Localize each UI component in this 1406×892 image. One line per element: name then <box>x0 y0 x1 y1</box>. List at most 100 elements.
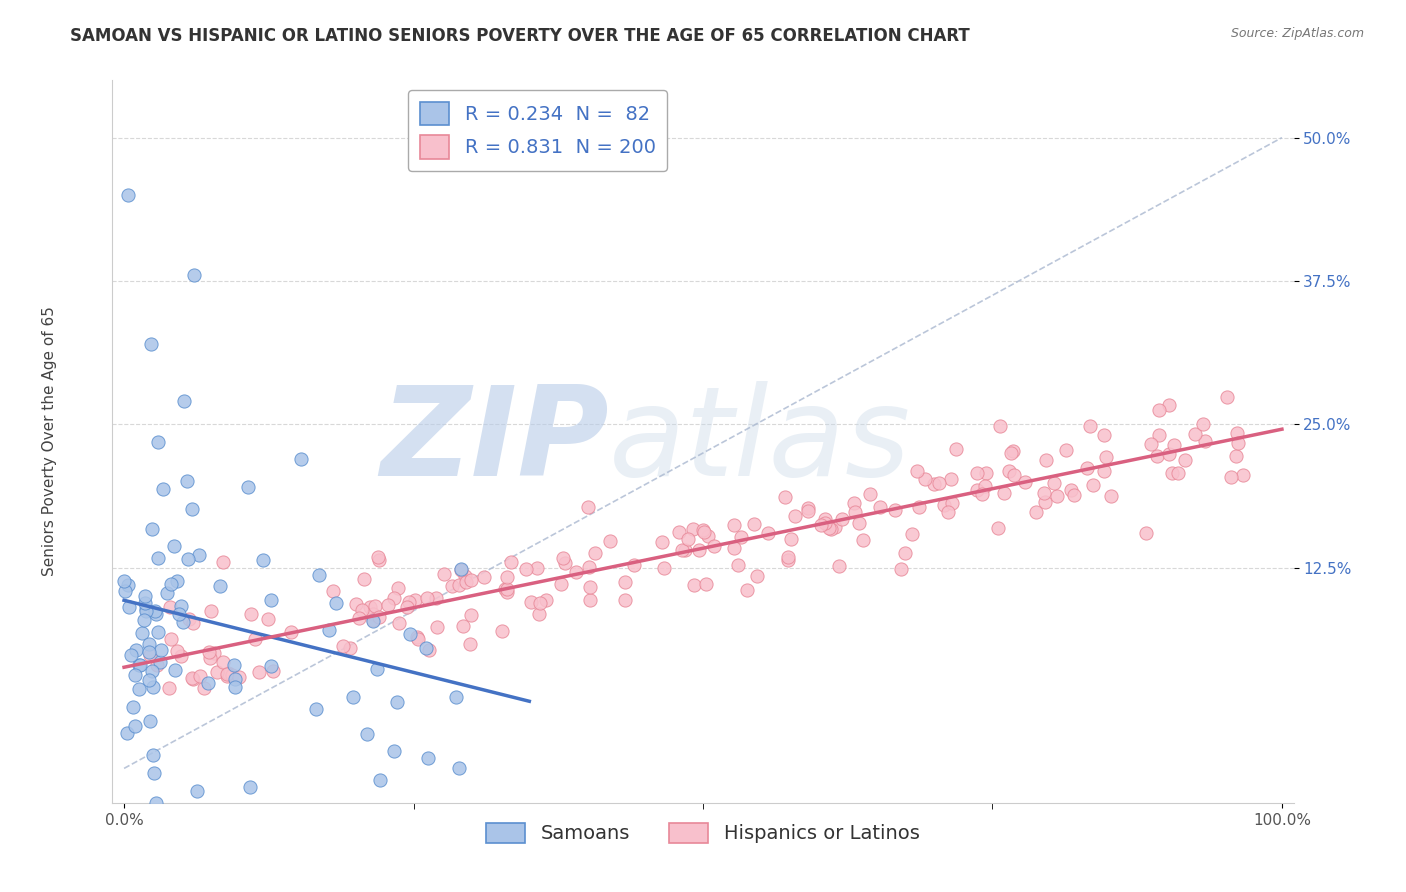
Point <box>208 579 231 593</box>
Point <box>730 530 752 544</box>
Point <box>534 592 557 607</box>
Point <box>579 593 602 607</box>
Point <box>165 663 187 677</box>
Point <box>599 534 621 549</box>
Point <box>361 614 384 628</box>
Point <box>1025 505 1047 519</box>
Point <box>1167 466 1189 480</box>
Point <box>651 534 673 549</box>
Point <box>613 574 636 589</box>
Point <box>198 645 221 659</box>
Point <box>366 661 388 675</box>
Point <box>145 607 167 622</box>
Point <box>472 570 495 584</box>
Point <box>1140 437 1163 451</box>
Point <box>1163 438 1185 452</box>
Point <box>382 591 405 606</box>
Point <box>973 478 995 492</box>
Point <box>818 521 841 535</box>
Point <box>349 611 371 625</box>
Point <box>550 577 572 591</box>
Point <box>496 584 519 599</box>
Point <box>723 541 745 556</box>
Point <box>181 672 204 686</box>
Point <box>377 599 399 613</box>
Point <box>796 501 818 516</box>
Point <box>115 726 138 740</box>
Point <box>1060 483 1083 497</box>
Point <box>668 524 690 539</box>
Point <box>928 475 950 490</box>
Point <box>776 549 799 564</box>
Point <box>183 268 205 283</box>
Point <box>163 539 186 553</box>
Point <box>159 600 181 615</box>
Point <box>828 558 851 573</box>
Point <box>186 784 208 798</box>
Point <box>361 614 384 628</box>
Point <box>945 442 967 456</box>
Point <box>1063 488 1085 502</box>
Point <box>215 669 238 683</box>
Point <box>451 619 474 633</box>
Point <box>526 561 548 575</box>
Point <box>842 495 865 509</box>
Point <box>322 584 344 599</box>
Point <box>134 613 156 627</box>
Point <box>496 582 519 596</box>
Point <box>554 557 576 571</box>
Point <box>353 572 375 586</box>
Point <box>262 664 284 678</box>
Point <box>404 592 426 607</box>
Point <box>831 512 853 526</box>
Point <box>148 624 170 639</box>
Point <box>695 576 717 591</box>
Point <box>166 644 188 658</box>
Point <box>692 524 714 538</box>
Point <box>1035 495 1057 509</box>
Point <box>703 539 725 553</box>
Point <box>280 624 302 639</box>
Point <box>814 516 837 531</box>
Point <box>139 714 162 728</box>
Point <box>131 626 153 640</box>
Point <box>141 747 163 762</box>
Point <box>693 525 716 540</box>
Point <box>941 473 963 487</box>
Point <box>1232 467 1254 482</box>
Point <box>1147 427 1170 442</box>
Point <box>149 642 172 657</box>
Point <box>1054 442 1077 457</box>
Point <box>623 558 645 572</box>
Point <box>460 573 482 587</box>
Point <box>396 599 419 614</box>
Point <box>820 522 842 536</box>
Point <box>494 582 516 596</box>
Point <box>425 591 447 605</box>
Point <box>141 522 163 536</box>
Point <box>368 772 391 787</box>
Point <box>252 553 274 567</box>
Point <box>193 681 215 695</box>
Point <box>696 529 718 543</box>
Point <box>456 574 478 589</box>
Point <box>941 496 963 510</box>
Point <box>576 500 599 514</box>
Point <box>1042 476 1064 491</box>
Point <box>215 666 238 681</box>
Point <box>385 695 408 709</box>
Point <box>318 623 340 637</box>
Point <box>1035 453 1057 467</box>
Point <box>934 498 956 512</box>
Point <box>682 522 704 536</box>
Point <box>180 501 202 516</box>
Point <box>988 418 1011 433</box>
Point <box>198 651 221 665</box>
Point <box>405 631 427 645</box>
Point <box>166 574 188 588</box>
Point <box>172 615 194 629</box>
Point <box>188 548 211 562</box>
Text: Source: ZipAtlas.com: Source: ZipAtlas.com <box>1230 27 1364 40</box>
Point <box>148 550 170 565</box>
Point <box>260 592 283 607</box>
